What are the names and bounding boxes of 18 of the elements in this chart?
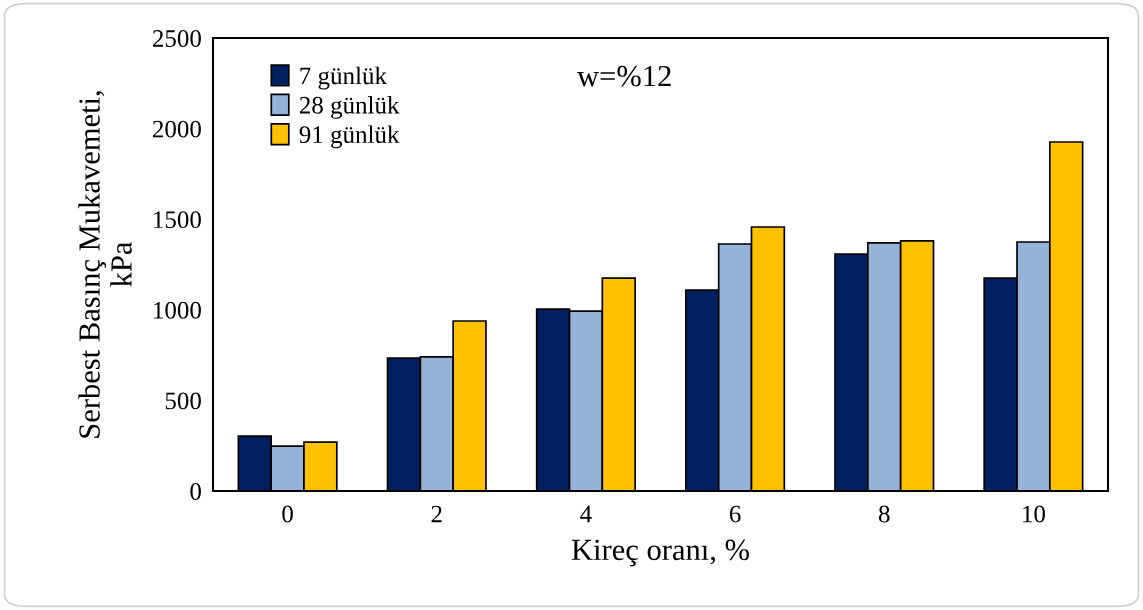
x-tick-label: 6: [729, 505, 741, 523]
y-tick-label: 2000: [152, 120, 201, 138]
x-tick-label: 8: [878, 505, 890, 523]
legend-label: 7 günlük: [300, 66, 387, 90]
y-tick-label: 0: [190, 483, 201, 500]
x-tick-label: 2: [431, 505, 442, 523]
y-tick-label: 1500: [154, 211, 201, 229]
y-axis-title: Serbest Basınç Mukavemeti, kPa: [78, 91, 132, 438]
x-tick-label: 4: [580, 505, 592, 523]
legend-label: 91 günlük: [299, 125, 400, 149]
x-axis-title: Kireç oranı, %: [571, 539, 749, 567]
y-tick-label: 500: [165, 392, 201, 410]
annotation: w=%12: [577, 65, 671, 87]
y-tick-label: 2500: [152, 30, 201, 47]
x-tick-label: 10: [1023, 505, 1045, 523]
legend-label: 28 günlük: [299, 96, 400, 119]
y-tick-label: 1000: [154, 301, 201, 319]
x-tick-label: 0: [282, 505, 293, 523]
